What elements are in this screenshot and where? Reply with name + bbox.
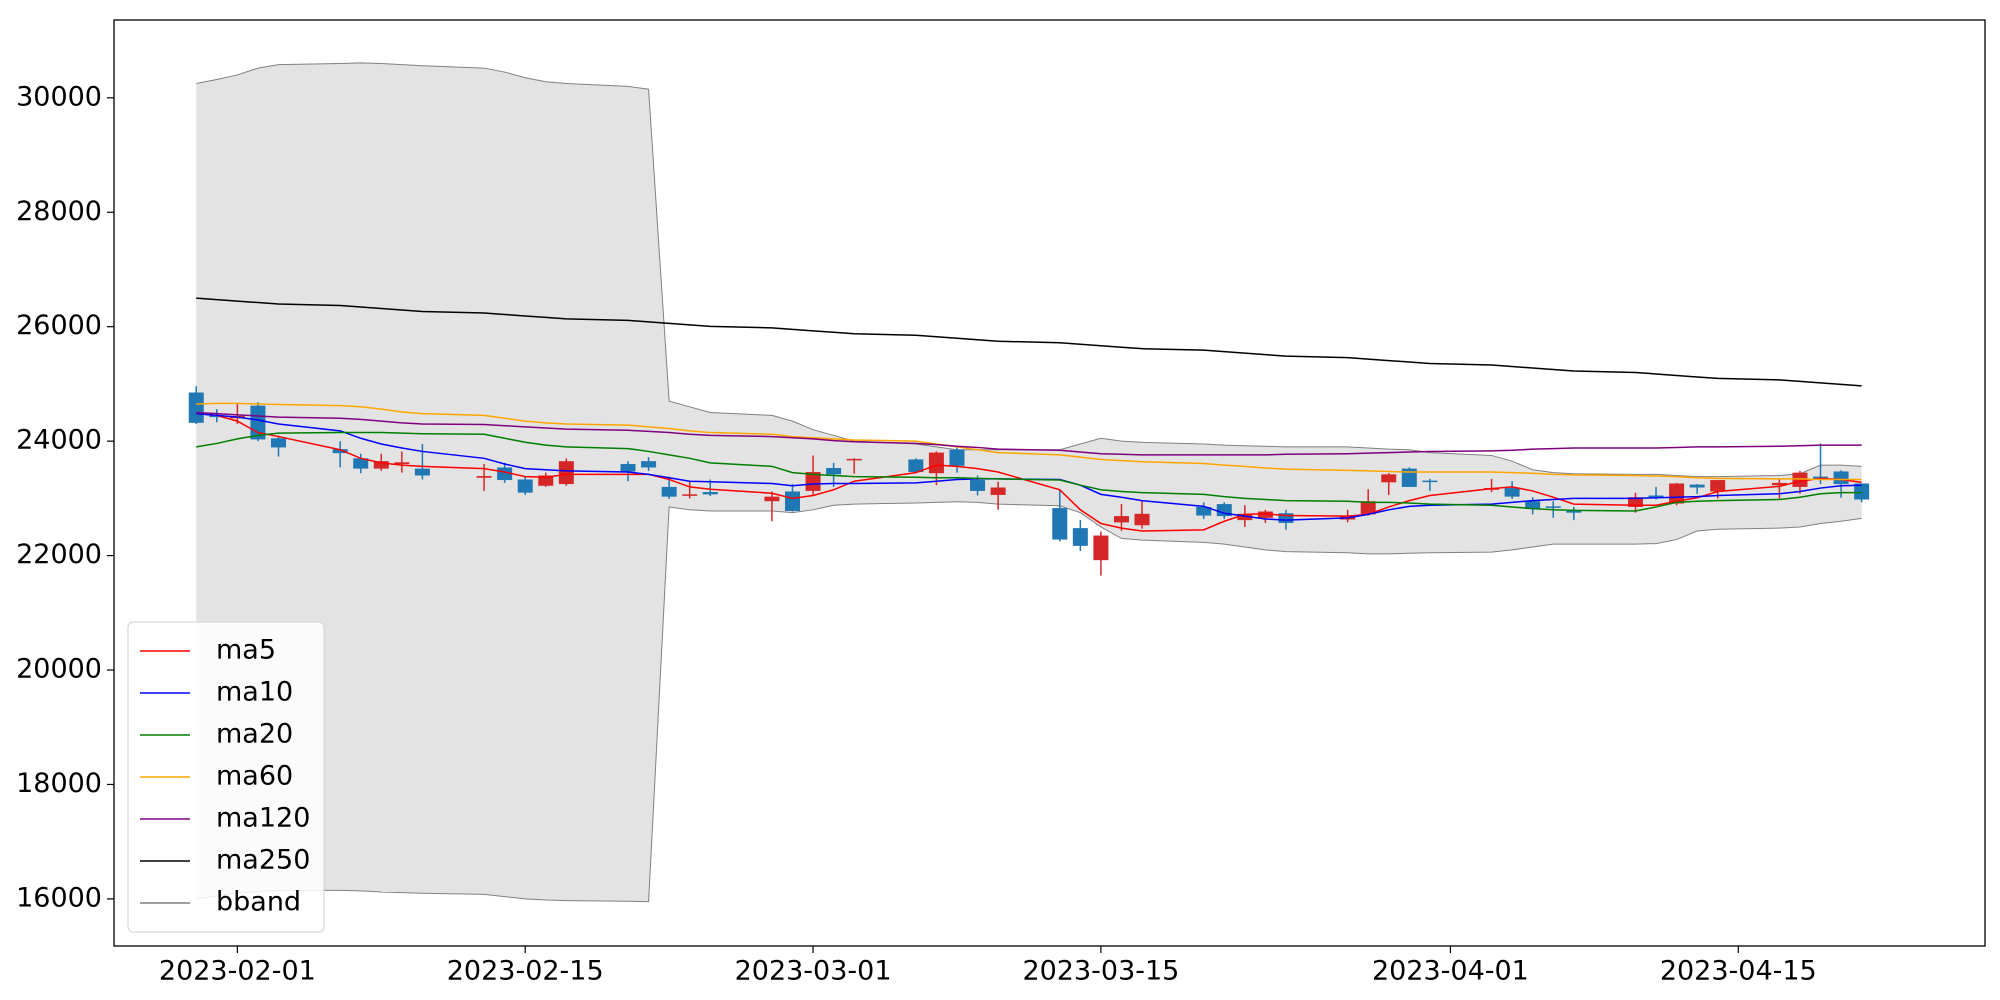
candle-body <box>353 458 369 469</box>
candle-body <box>702 492 718 495</box>
candle-body <box>538 475 554 486</box>
candle-body <box>805 472 821 491</box>
candle-body <box>497 467 513 481</box>
x-tick-label: 2023-03-01 <box>735 956 892 987</box>
candle-body <box>1196 506 1212 516</box>
candle-body <box>661 486 677 497</box>
candle-body <box>1566 510 1582 513</box>
candle-body <box>1504 488 1520 497</box>
candle-body <box>414 468 430 476</box>
candle-body <box>1833 471 1849 485</box>
y-tick-label: 24000 <box>16 425 102 456</box>
candle-body <box>209 415 225 418</box>
candle-body <box>332 449 348 454</box>
candle-body <box>990 487 1006 495</box>
legend-label: ma5 <box>216 635 276 666</box>
bband-area <box>196 62 1862 902</box>
candle-body <box>1648 495 1664 498</box>
y-tick-label: 28000 <box>16 196 102 227</box>
x-tick-label: 2023-02-01 <box>159 956 316 987</box>
y-tick-label: 26000 <box>16 310 102 341</box>
candle-body <box>1093 535 1109 561</box>
candle-body <box>908 459 924 473</box>
candle-body <box>949 449 965 466</box>
ma-line <box>196 402 1862 481</box>
candle-body <box>1257 511 1273 518</box>
y-tick-label: 18000 <box>16 768 102 799</box>
candle-body <box>1854 483 1870 500</box>
candle-body <box>373 461 389 469</box>
legend-label: ma60 <box>216 761 293 792</box>
candle-body <box>270 438 286 448</box>
candle-body <box>1381 474 1397 483</box>
ma-line <box>196 431 1862 512</box>
candle-body <box>1422 480 1438 483</box>
candle-body <box>784 491 800 511</box>
ma-line <box>196 411 1862 456</box>
candle-body <box>1525 501 1541 509</box>
candle-body <box>558 461 574 485</box>
ma-line <box>196 297 1862 387</box>
legend-label: ma20 <box>216 719 293 750</box>
x-tick-label: 2023-04-15 <box>1660 956 1817 987</box>
candle-body <box>1627 497 1643 507</box>
candle-body <box>826 468 842 475</box>
candle-body <box>1134 513 1150 526</box>
candle-body <box>1052 508 1068 540</box>
plot-area <box>188 62 1870 903</box>
candle-body <box>476 476 492 478</box>
candle-body <box>1360 501 1376 515</box>
candle-body <box>620 464 636 472</box>
legend-label: ma250 <box>216 845 310 876</box>
ma-line <box>196 412 1862 532</box>
legend-label: ma10 <box>216 677 293 708</box>
candle-body <box>682 494 698 496</box>
candle-body <box>1792 472 1808 487</box>
candle-body <box>846 458 862 461</box>
bband-lower <box>196 501 1862 903</box>
candle-body <box>764 496 780 502</box>
candle-body <box>641 461 657 468</box>
y-tick-label: 22000 <box>16 539 102 570</box>
y-tick-label: 20000 <box>16 654 102 685</box>
candle-body <box>928 452 944 474</box>
candle-body <box>1072 528 1088 546</box>
candle-body <box>1401 468 1417 487</box>
candle-body <box>1237 513 1253 521</box>
x-tick-label: 2023-03-15 <box>1022 956 1179 987</box>
candle-body <box>517 479 533 493</box>
candle-body <box>1771 482 1787 486</box>
candle-body <box>1669 483 1685 504</box>
x-tick-label: 2023-04-01 <box>1372 956 1529 987</box>
candle-body <box>394 462 410 465</box>
legend-box <box>127 621 325 933</box>
candle-body <box>1710 480 1726 492</box>
legend-label: bband <box>216 887 301 918</box>
candle-body <box>188 392 204 423</box>
candle-body <box>1689 484 1705 488</box>
axes-frame <box>113 19 1986 947</box>
candle-body <box>1278 513 1294 523</box>
y-tick-label: 30000 <box>16 81 102 112</box>
legend-label: ma120 <box>216 803 310 834</box>
candle-body <box>1545 506 1561 508</box>
x-tick-label: 2023-02-15 <box>447 956 604 987</box>
candle-body <box>970 480 986 491</box>
y-tick-label: 16000 <box>16 882 102 913</box>
candle-body <box>1113 516 1129 523</box>
